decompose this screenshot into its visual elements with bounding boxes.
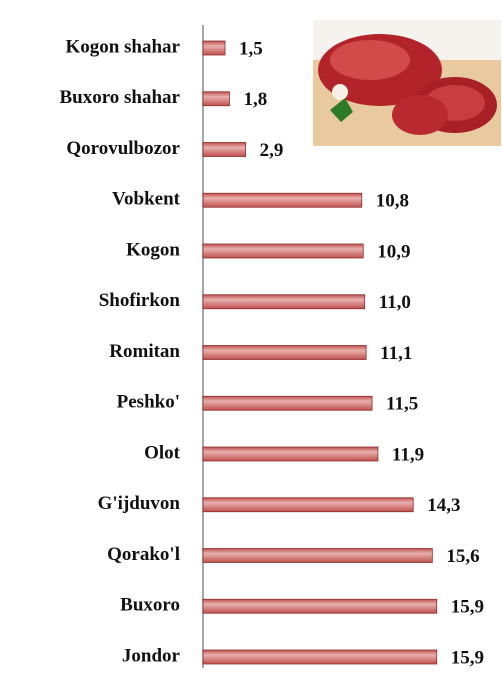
value-label: 11,1: [380, 343, 412, 364]
bar: [202, 649, 438, 665]
category-label: Vobkent: [112, 189, 181, 210]
value-label: 11,0: [379, 292, 411, 313]
category-label: Jondor: [122, 645, 181, 666]
bar: [202, 395, 373, 411]
value-label: 15,9: [451, 647, 484, 668]
category-label: Qorako'l: [107, 544, 180, 565]
category-label: Kogon: [126, 239, 180, 260]
value-label: 15,9: [451, 597, 484, 618]
bar: [202, 192, 363, 208]
category-label: Shofirkon: [99, 290, 181, 311]
value-label: 1,5: [239, 38, 263, 59]
category-label: Peshko': [117, 392, 180, 413]
value-label: 11,9: [392, 444, 424, 465]
category-label: Buxoro: [120, 595, 180, 616]
category-label: Buxoro shahar: [59, 87, 180, 108]
bar: [202, 294, 366, 310]
value-label: 1,8: [243, 89, 267, 110]
category-label: G'ijduvon: [98, 493, 181, 514]
meat-picture: [313, 20, 501, 146]
category-label: Romitan: [109, 341, 180, 362]
value-label: 14,3: [427, 495, 460, 516]
bar: [202, 598, 438, 614]
value-label: 2,9: [260, 140, 284, 161]
bar: [202, 243, 364, 259]
value-label: 15,6: [446, 546, 479, 567]
value-label: 11,5: [386, 394, 418, 415]
bar: [202, 345, 367, 360]
bar: [202, 497, 414, 513]
bar: [202, 142, 247, 157]
category-label: Kogon shahar: [65, 36, 180, 57]
category-label: Olot: [144, 442, 181, 463]
bar: [202, 548, 433, 563]
value-label: 10,9: [377, 241, 410, 262]
bar: [202, 40, 226, 56]
bar: [202, 446, 379, 462]
value-label: 10,8: [376, 191, 409, 212]
category-label: Qorovulbozor: [66, 138, 180, 159]
bar: [202, 91, 230, 107]
